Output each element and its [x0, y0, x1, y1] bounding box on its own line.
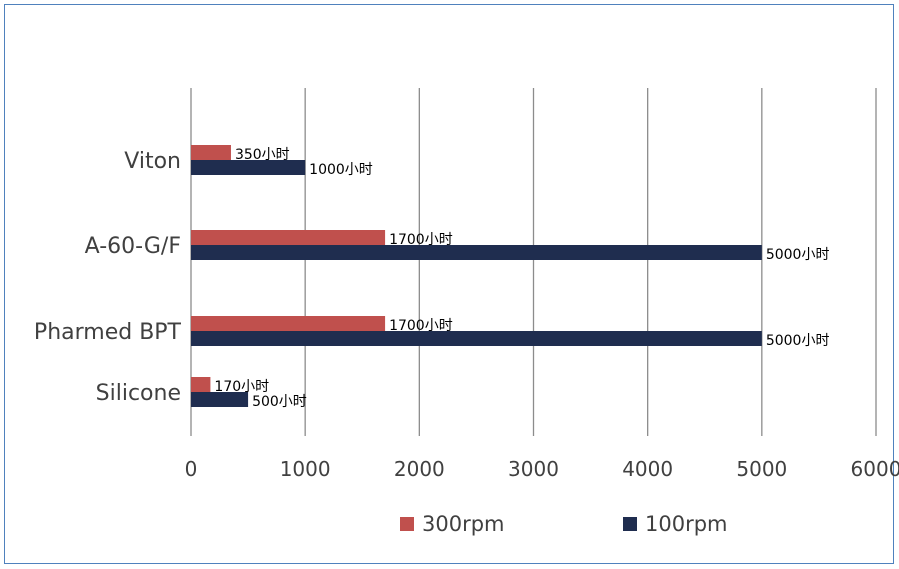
- chart-frame: [4, 4, 894, 564]
- bar-100rpm-a-60-g-f: [191, 245, 762, 260]
- bar-300rpm-viton: [191, 145, 231, 160]
- x-tick-label: 6000: [851, 457, 899, 481]
- bar-300rpm-a-60-g-f: [191, 230, 386, 245]
- legend-swatch: [400, 517, 414, 531]
- bar-300rpm-silicone: [191, 377, 211, 392]
- y-category-label: Viton: [124, 149, 181, 174]
- data-label: 170小时: [214, 379, 269, 395]
- x-tick-label: 1000: [280, 457, 331, 481]
- data-label: 350小时: [235, 147, 290, 163]
- bar-100rpm-pharmed-bpt: [191, 331, 762, 346]
- data-label: 1700小时: [389, 318, 453, 334]
- data-label: 1700小时: [389, 232, 453, 248]
- legend-swatch: [623, 517, 637, 531]
- data-label: 1000小时: [309, 162, 373, 178]
- data-label: 500小时: [252, 394, 307, 410]
- legend-label: 100rpm: [645, 512, 728, 536]
- y-category-label: A-60-G/F: [85, 234, 181, 259]
- data-label: 5000小时: [766, 247, 830, 263]
- bar-100rpm-silicone: [191, 392, 249, 407]
- data-label: 5000小时: [766, 333, 830, 349]
- x-tick-label: 3000: [508, 457, 559, 481]
- y-category-label: Silicone: [96, 381, 181, 406]
- x-tick-label: 4000: [622, 457, 673, 481]
- x-tick-label: 0: [185, 457, 198, 481]
- x-tick-label: 5000: [736, 457, 787, 481]
- bar-100rpm-viton: [191, 160, 306, 175]
- x-tick-label: 2000: [394, 457, 445, 481]
- y-category-label: Pharmed BPT: [34, 320, 182, 345]
- legend-label: 300rpm: [422, 512, 505, 536]
- bar-300rpm-pharmed-bpt: [191, 316, 386, 331]
